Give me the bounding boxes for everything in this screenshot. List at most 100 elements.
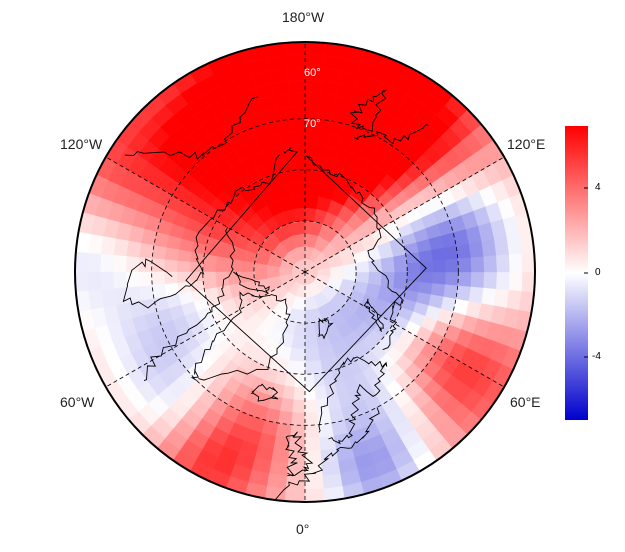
field-cell bbox=[87, 252, 102, 273]
field-cell bbox=[304, 424, 320, 439]
field-cell bbox=[289, 347, 306, 362]
field-cell bbox=[164, 271, 178, 285]
field-cell bbox=[271, 447, 290, 464]
coastline-iceland bbox=[250, 383, 279, 402]
field-cell bbox=[392, 253, 408, 273]
field-cell bbox=[508, 271, 523, 292]
meridian-60 bbox=[304, 271, 505, 388]
field-cell bbox=[291, 118, 306, 133]
field-cell bbox=[432, 259, 446, 273]
field-cell bbox=[293, 322, 306, 337]
field-cell bbox=[291, 334, 306, 349]
field-cell bbox=[304, 131, 318, 145]
field-cell bbox=[470, 256, 485, 273]
field-cell bbox=[280, 397, 295, 413]
field-cell bbox=[139, 285, 155, 302]
field-cell bbox=[139, 242, 155, 259]
field-cell bbox=[304, 488, 326, 502]
field-cell bbox=[521, 271, 535, 293]
field-cell bbox=[521, 251, 535, 273]
field-cell bbox=[304, 411, 319, 426]
coastline-arctic-canada bbox=[122, 154, 281, 309]
field-cell bbox=[367, 271, 382, 286]
coastline-kamchatka bbox=[349, 89, 387, 132]
field-cell bbox=[164, 247, 180, 262]
lat-label-70: 70° bbox=[304, 118, 321, 130]
field-cell bbox=[304, 169, 324, 185]
coastline-north-america bbox=[124, 96, 259, 161]
field-cell bbox=[482, 271, 497, 289]
field-cell bbox=[125, 271, 140, 288]
field-cell bbox=[267, 473, 288, 489]
field-cell bbox=[151, 271, 166, 286]
field-cell bbox=[202, 271, 218, 291]
field-cell bbox=[468, 240, 484, 258]
field-cell bbox=[290, 424, 306, 439]
coastline-okhotsk bbox=[353, 124, 429, 145]
latitude-circle-60 bbox=[151, 118, 459, 426]
coastline-canadian-islands bbox=[143, 227, 236, 382]
field-cell bbox=[88, 234, 104, 255]
field-cell bbox=[319, 435, 337, 451]
colorbar-label-4: 4 bbox=[595, 182, 601, 193]
field-cell bbox=[113, 271, 128, 289]
field-cell bbox=[293, 386, 306, 401]
field-cell bbox=[482, 255, 497, 273]
meridian-240 bbox=[105, 156, 306, 273]
field-cell bbox=[304, 195, 319, 210]
field-cell bbox=[443, 245, 458, 260]
field-cell bbox=[320, 447, 339, 464]
lon-label-120w: 120°W bbox=[60, 136, 103, 152]
coastline-british-isles bbox=[285, 431, 314, 477]
field-cell bbox=[304, 143, 317, 158]
field-cell bbox=[290, 105, 306, 120]
field-cell bbox=[101, 288, 117, 308]
coastline-scandinavia bbox=[318, 356, 388, 445]
field-cell bbox=[470, 271, 485, 288]
field-cell bbox=[292, 131, 306, 145]
field-cell bbox=[304, 258, 310, 273]
field-cell bbox=[304, 182, 321, 197]
field-cell bbox=[444, 258, 459, 273]
field-cell bbox=[152, 245, 167, 260]
field-cell bbox=[285, 54, 306, 69]
field-cell bbox=[275, 422, 292, 438]
field-cell bbox=[176, 260, 191, 273]
field-cell bbox=[321, 460, 341, 476]
field-cell bbox=[455, 242, 471, 259]
field-cell bbox=[322, 473, 343, 489]
field-cell bbox=[202, 253, 218, 273]
coastline-europe bbox=[267, 407, 380, 502]
field-cell bbox=[275, 106, 292, 122]
coastline-novaya-zemlya bbox=[363, 298, 384, 332]
field-cell bbox=[286, 359, 306, 375]
field-cell bbox=[152, 284, 167, 299]
coastline-svalbard bbox=[318, 317, 334, 340]
field-cell bbox=[269, 460, 289, 476]
field-cell bbox=[284, 42, 306, 56]
lon-label-0: 0° bbox=[296, 521, 310, 537]
meridian-300 bbox=[105, 271, 306, 388]
field-cell bbox=[392, 271, 408, 291]
field-cell bbox=[254, 262, 268, 282]
field-cell bbox=[304, 42, 326, 56]
field-cell bbox=[294, 156, 306, 171]
field-cell bbox=[314, 144, 328, 159]
field-cell bbox=[304, 475, 325, 490]
lon-label-120e: 120°E bbox=[507, 136, 546, 152]
field-cell bbox=[432, 271, 446, 285]
field-cell bbox=[455, 285, 471, 302]
field-cell bbox=[293, 143, 306, 158]
field-cell bbox=[138, 271, 153, 287]
field-cell bbox=[304, 207, 317, 222]
field-cell bbox=[101, 236, 117, 256]
field-cell bbox=[278, 410, 293, 425]
field-cell bbox=[273, 93, 291, 109]
field-cell bbox=[304, 437, 321, 452]
coastline-siberia bbox=[185, 147, 427, 393]
graticule bbox=[105, 42, 505, 502]
field-cell bbox=[215, 271, 230, 288]
field-cell bbox=[380, 271, 395, 288]
lon-label-60e: 60°E bbox=[510, 394, 541, 410]
field-cell bbox=[177, 249, 192, 263]
